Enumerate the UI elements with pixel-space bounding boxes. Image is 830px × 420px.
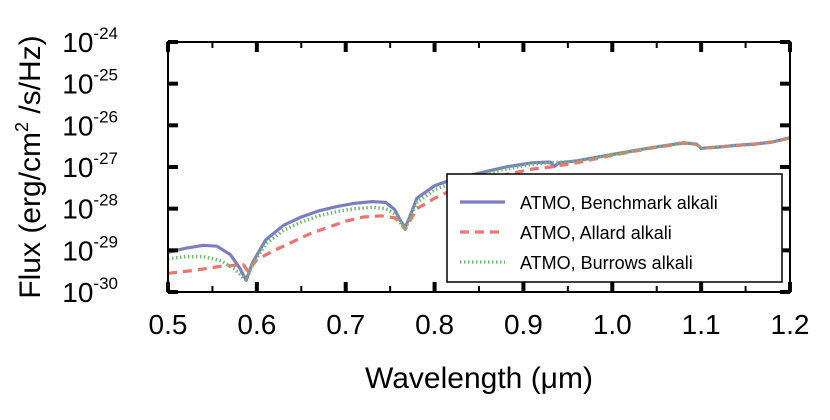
series-line-1 bbox=[167, 136, 791, 282]
x-tick-label: 1.0 bbox=[593, 309, 632, 340]
y-tick-label: 10-29 bbox=[62, 232, 118, 266]
y-tick-base: 10 bbox=[62, 152, 93, 183]
x-tick-label: 0.5 bbox=[149, 309, 188, 340]
y-tick-label: 10-28 bbox=[62, 191, 118, 225]
y-tick-base: 10 bbox=[62, 69, 93, 100]
y-tick-label: 10-24 bbox=[62, 24, 118, 58]
x-tick-label: 0.6 bbox=[237, 309, 276, 340]
y-tick-exponent: -26 bbox=[93, 107, 118, 126]
y-tick-exponent: -29 bbox=[93, 232, 118, 251]
y-tick-label: 10-26 bbox=[62, 107, 118, 141]
y-axis-label: Flux (erg/cm2 /s/Hz) bbox=[12, 35, 47, 298]
x-axis-label: Wavelength (μm) bbox=[365, 362, 593, 395]
y-axis-label-main: Flux (erg/cm bbox=[14, 132, 47, 299]
x-tick-label: 1.2 bbox=[771, 309, 810, 340]
y-tick-base: 10 bbox=[62, 194, 93, 225]
y-tick-label: 10-30 bbox=[62, 274, 118, 308]
y-tick-exponent: -30 bbox=[93, 274, 118, 293]
y-tick-base: 10 bbox=[62, 277, 93, 308]
y-tick-base: 10 bbox=[62, 27, 93, 58]
legend-label-3: ATMO, Burrows alkali bbox=[520, 253, 693, 273]
x-tick-label: 1.1 bbox=[682, 309, 721, 340]
y-tick-base: 10 bbox=[62, 110, 93, 141]
x-tick-label: 0.7 bbox=[326, 309, 365, 340]
legend-label-1: ATMO, Benchmark alkali bbox=[520, 193, 718, 213]
x-tick-label: 0.8 bbox=[415, 309, 454, 340]
y-tick-label: 10-25 bbox=[62, 66, 118, 100]
legend-label-2: ATMO, Allard alkali bbox=[520, 223, 672, 243]
y-tick-base: 10 bbox=[62, 235, 93, 266]
y-tick-exponent: -28 bbox=[93, 191, 118, 210]
legend-box bbox=[446, 173, 783, 283]
y-tick-exponent: -24 bbox=[93, 24, 118, 43]
x-tick-label: 0.9 bbox=[504, 309, 543, 340]
y-axis-label-sup: 2 bbox=[12, 122, 32, 132]
y-tick-label: 10-27 bbox=[62, 149, 118, 183]
y-tick-exponent: -27 bbox=[93, 149, 118, 168]
y-tick-exponent: -25 bbox=[93, 66, 118, 85]
y-axis-label-units: /s/Hz) bbox=[14, 35, 47, 122]
